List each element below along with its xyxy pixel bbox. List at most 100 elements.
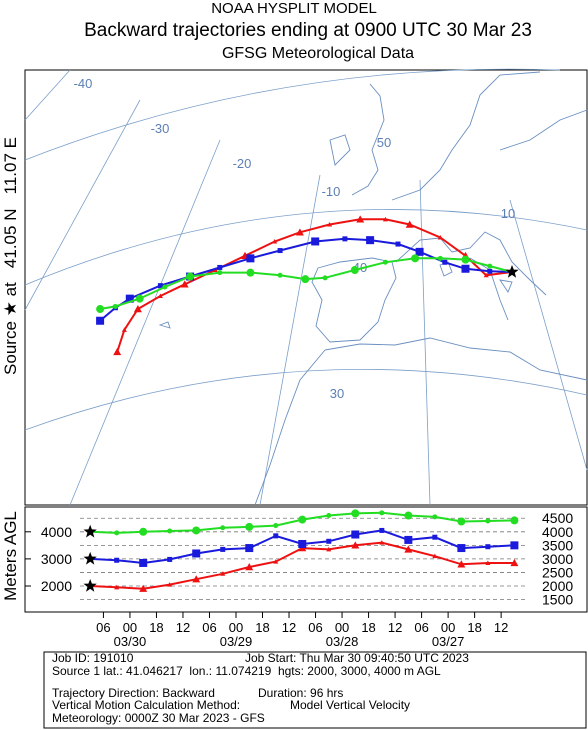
marker [510,541,519,550]
x-tick-label: 18 [361,620,375,635]
title: Backward trajectories ending at 0900 UTC… [84,20,532,41]
footer-box [43,651,587,729]
y-tick-label: 2000 [41,578,72,594]
y2-tick-label: 3500 [542,537,573,553]
graticule-label: -20 [233,156,252,171]
x-tick-label: 18 [149,620,163,635]
marker [457,560,466,568]
marker [379,510,385,516]
marker [273,523,279,529]
marker [133,305,142,313]
coastlines [158,71,588,506]
marker [139,527,148,536]
source-star [83,551,97,565]
marker [326,546,332,552]
marker [457,544,466,553]
graticule-label: -10 [322,184,341,199]
marker [404,535,413,544]
marker [114,557,120,563]
marker [192,549,201,558]
source-star [83,524,97,538]
marker [245,563,254,571]
marker [485,544,491,550]
x-tick-label: 06 [414,620,428,635]
marker [113,347,122,356]
marker [483,272,489,278]
marker [461,264,470,273]
footer-text: Job ID: 191010 [52,651,134,665]
marker [437,255,443,261]
x-tick-label: 18 [467,620,481,635]
marker [114,584,120,590]
marker [121,327,127,332]
marker [301,275,310,284]
graticule-label: -30 [151,121,170,136]
marker [186,272,195,281]
marker [295,228,304,236]
x-tick-label: 18 [255,620,269,635]
marker [379,527,385,533]
footer-text: Meteorology: 0000Z 30 Mar 2023 - GFS [52,711,265,725]
x-tick-label: 06 [202,620,216,635]
height-profile: 4500400035003000250020001500400030002000… [24,506,588,649]
marker [220,546,226,552]
footer-text: Model Vertical Velocity [290,698,410,712]
marker [350,266,359,275]
marker [192,526,201,535]
marker [246,268,255,277]
marker [404,511,413,520]
marker [157,283,163,289]
marker [404,545,413,553]
marker [411,254,420,263]
x-tick-label: 12 [176,620,190,635]
x-tick-label: 00 [123,620,137,635]
marker [382,259,388,265]
marker [96,305,105,314]
marker [322,275,328,281]
footer: Job ID: 191010 Job Start: Thu Mar 30 09:… [43,651,587,729]
footer-text: Job Start: Thu Mar 30 09:40:50 UTC 2023 [245,651,469,665]
marker [192,575,201,583]
x-tick-label: 06 [308,620,322,635]
marker [442,259,448,265]
x-tick-label: 12 [388,620,402,635]
marker [273,533,279,539]
marker [382,216,388,222]
graticule-label: 10 [501,206,515,221]
subtitle: GFSG Meteorological Data [222,45,414,62]
marker [167,528,173,534]
marker [461,255,470,264]
footer-text: Trajectory Direction: Backward [52,686,215,700]
source-label: Source ★ at 41.05 N 11.07 E [1,137,20,375]
graticule-label: 50 [377,135,391,150]
footer-text: Vertical Motion Calculation Method: [52,698,240,712]
marker [167,582,173,587]
marker [395,241,401,247]
marker [432,534,438,540]
marker [162,284,168,290]
graticule-label: -40 [74,76,93,91]
y2-tick-label: 2000 [542,578,573,594]
y2-tick-label: 4500 [542,510,573,526]
marker [437,235,443,240]
x-tick-label: 00 [229,620,243,635]
marker [135,294,144,303]
marker [217,264,223,270]
footer-text: Duration: 96 hrs [258,686,343,700]
marker [366,236,375,245]
marker [139,558,148,567]
x-tick-label: 12 [494,620,508,635]
marker [112,303,118,309]
marker [220,525,226,531]
marker [351,541,360,549]
marker [487,268,493,274]
x-tick-label: 00 [441,620,455,635]
date-label: 03/29 [220,634,253,649]
marker [157,293,163,299]
marker [379,540,385,545]
y-tick-label: 4000 [41,524,72,540]
x-tick-label: 00 [335,620,349,635]
marker [277,272,283,278]
marker [342,236,348,242]
